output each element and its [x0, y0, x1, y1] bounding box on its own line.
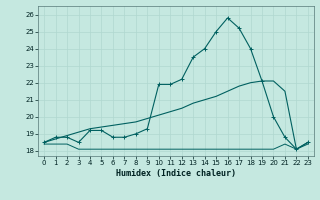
X-axis label: Humidex (Indice chaleur): Humidex (Indice chaleur) [116, 169, 236, 178]
